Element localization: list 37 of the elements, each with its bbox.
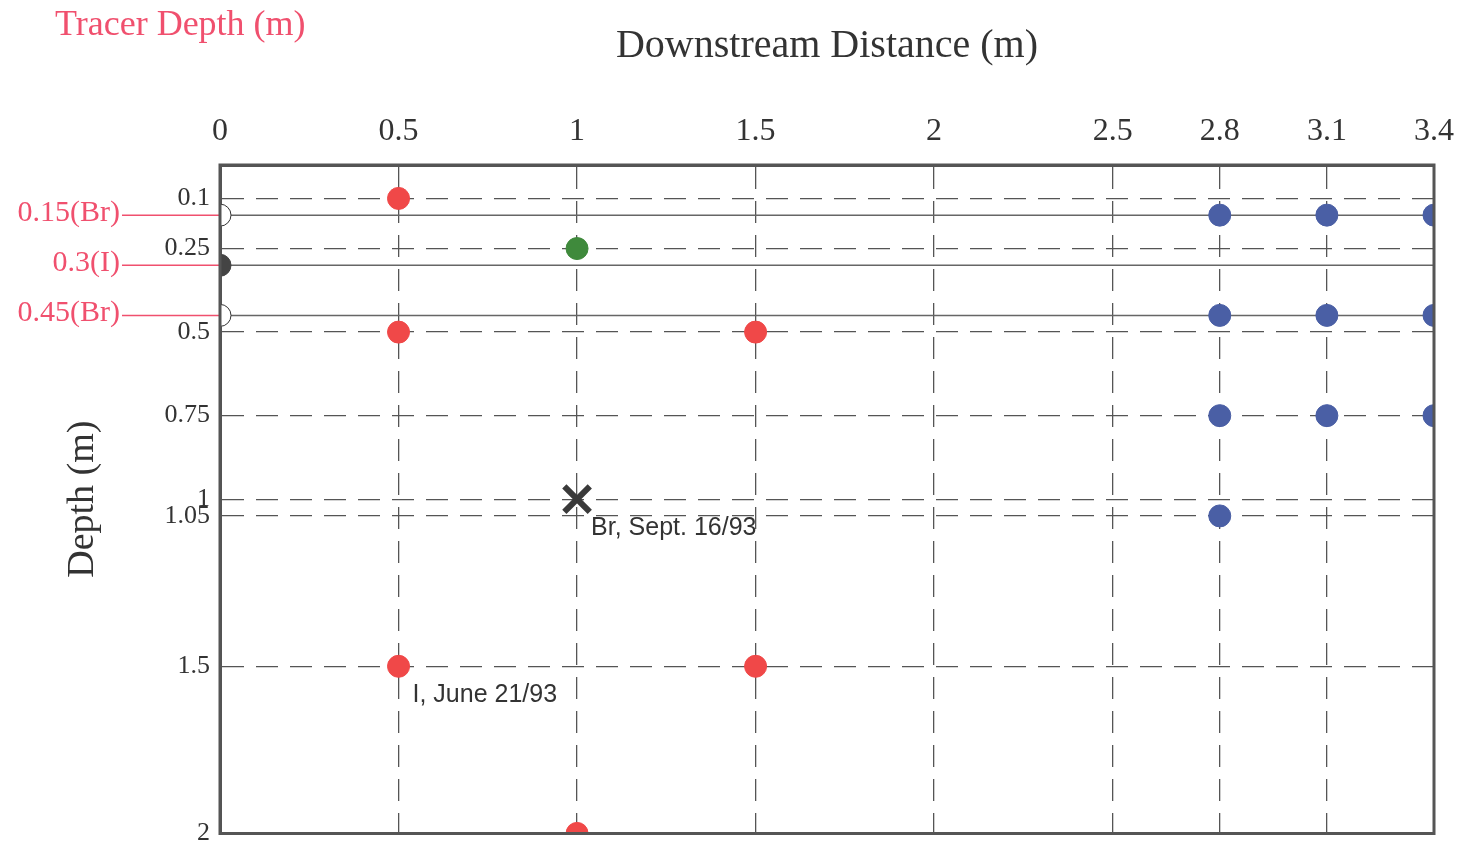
ref-line-label: 0.15(Br): [17, 194, 120, 229]
point: [744, 320, 768, 344]
point: [565, 237, 589, 261]
point: [1315, 303, 1339, 327]
point: [1208, 504, 1232, 528]
y-axis-title: Depth (m): [58, 420, 102, 578]
x-tick-label: 2: [926, 111, 943, 148]
point: [387, 320, 411, 344]
y-tick-label: 0.1: [177, 182, 210, 212]
point: [387, 186, 411, 210]
text: Tracer Depth (m): [55, 3, 306, 44]
y-tick-label: 0.75: [164, 399, 210, 429]
annotation: Br, Sept. 16/93: [591, 511, 757, 540]
x-tick-label: 2.5: [1092, 111, 1133, 148]
point: [744, 654, 768, 678]
y-tick-label: 0.25: [164, 232, 210, 262]
x-tick-label: 3.4: [1414, 111, 1454, 148]
point: [1315, 404, 1339, 428]
x-tick-label: 1.5: [735, 111, 776, 148]
y-tick-label: 2: [197, 817, 210, 847]
x-tick-label: 0.5: [378, 111, 419, 148]
x-tick-label: 1: [569, 111, 586, 148]
x-axis-title: Downstream Distance (m): [615, 20, 1039, 66]
point: [387, 654, 411, 678]
x-tick-label: 2.8: [1199, 111, 1240, 148]
point: [561, 483, 593, 515]
y-tick-label: 0.5: [177, 315, 210, 345]
ref-line-label: 0.3(I): [52, 244, 120, 279]
point: [1208, 303, 1232, 327]
point: [1208, 404, 1232, 428]
point: [1208, 203, 1232, 227]
point: [1315, 203, 1339, 227]
ref-line-label: 0.45(Br): [17, 294, 120, 329]
annotation: I, June 21/93: [412, 678, 558, 707]
x-tick-label: 0: [212, 111, 228, 148]
y-tick-label: 1.5: [177, 650, 210, 680]
x-tick-label: 3.1: [1306, 111, 1347, 148]
